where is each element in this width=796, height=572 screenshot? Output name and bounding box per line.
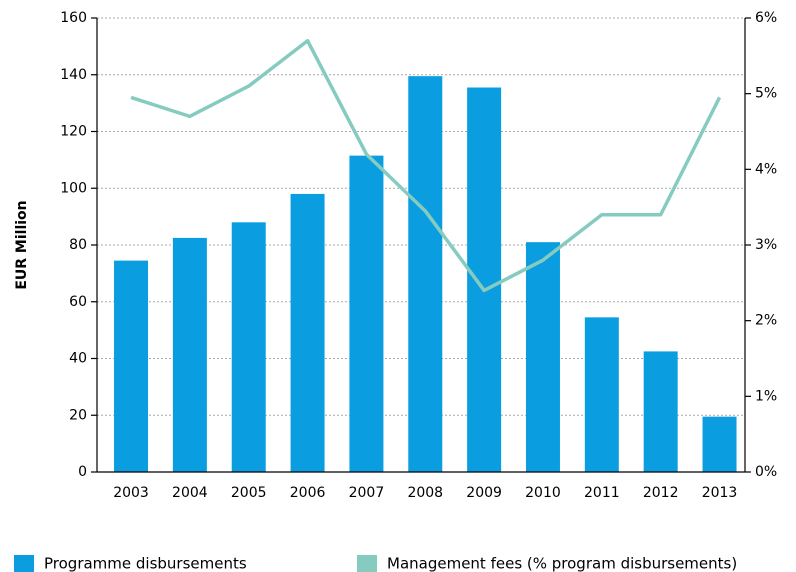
y-tick-label: 80 xyxy=(69,237,87,253)
bar xyxy=(525,242,560,472)
x-tick-label: 2003 xyxy=(113,485,149,501)
legend-label: Programme disbursements xyxy=(44,555,247,572)
y2-tick-label: 0% xyxy=(755,464,777,480)
x-tick-label: 2005 xyxy=(231,485,267,501)
y2-tick-label: 3% xyxy=(755,237,777,253)
y2-tick-label: 2% xyxy=(755,313,777,329)
y-tick-label: 160 xyxy=(60,10,87,26)
bar xyxy=(467,87,502,473)
x-tick-label: 2008 xyxy=(407,485,443,501)
x-tick-label: 2007 xyxy=(349,485,385,501)
line xyxy=(130,38,722,293)
x-tick-label: 2011 xyxy=(584,485,620,501)
legend-swatch xyxy=(357,555,377,572)
y-tick-label: 120 xyxy=(60,124,87,140)
bar xyxy=(231,222,266,472)
y2-tick-label: 4% xyxy=(755,161,777,177)
x-tick-label: 2009 xyxy=(466,485,502,501)
legend-swatch xyxy=(14,555,34,572)
y2-tick-label: 6% xyxy=(755,10,777,26)
x-tick-label: 2013 xyxy=(702,485,738,501)
bar xyxy=(702,416,737,472)
y-tick-label: 0 xyxy=(78,464,87,480)
x-tick-label: 2004 xyxy=(172,485,208,501)
y-axis-label: EUR Million xyxy=(14,200,30,289)
y-tick-label: 20 xyxy=(69,407,87,423)
bar xyxy=(408,76,443,472)
y-tick-label: 100 xyxy=(60,180,87,196)
y2-tick-label: 1% xyxy=(755,388,777,404)
bar xyxy=(172,237,207,472)
bar xyxy=(290,193,325,473)
x-tick-label: 2006 xyxy=(290,485,326,501)
y-tick-label: 140 xyxy=(60,67,87,83)
x-tick-label: 2012 xyxy=(643,485,679,501)
y-tick-label: 40 xyxy=(69,351,87,367)
bar xyxy=(114,260,149,472)
x-tick-label: 2010 xyxy=(525,485,561,501)
y2-tick-label: 5% xyxy=(755,86,777,102)
bar xyxy=(584,317,619,472)
legend-label: Management fees (% program disbursements… xyxy=(387,555,737,572)
bar xyxy=(643,351,678,472)
bar xyxy=(349,155,384,472)
y-tick-label: 60 xyxy=(69,294,87,310)
